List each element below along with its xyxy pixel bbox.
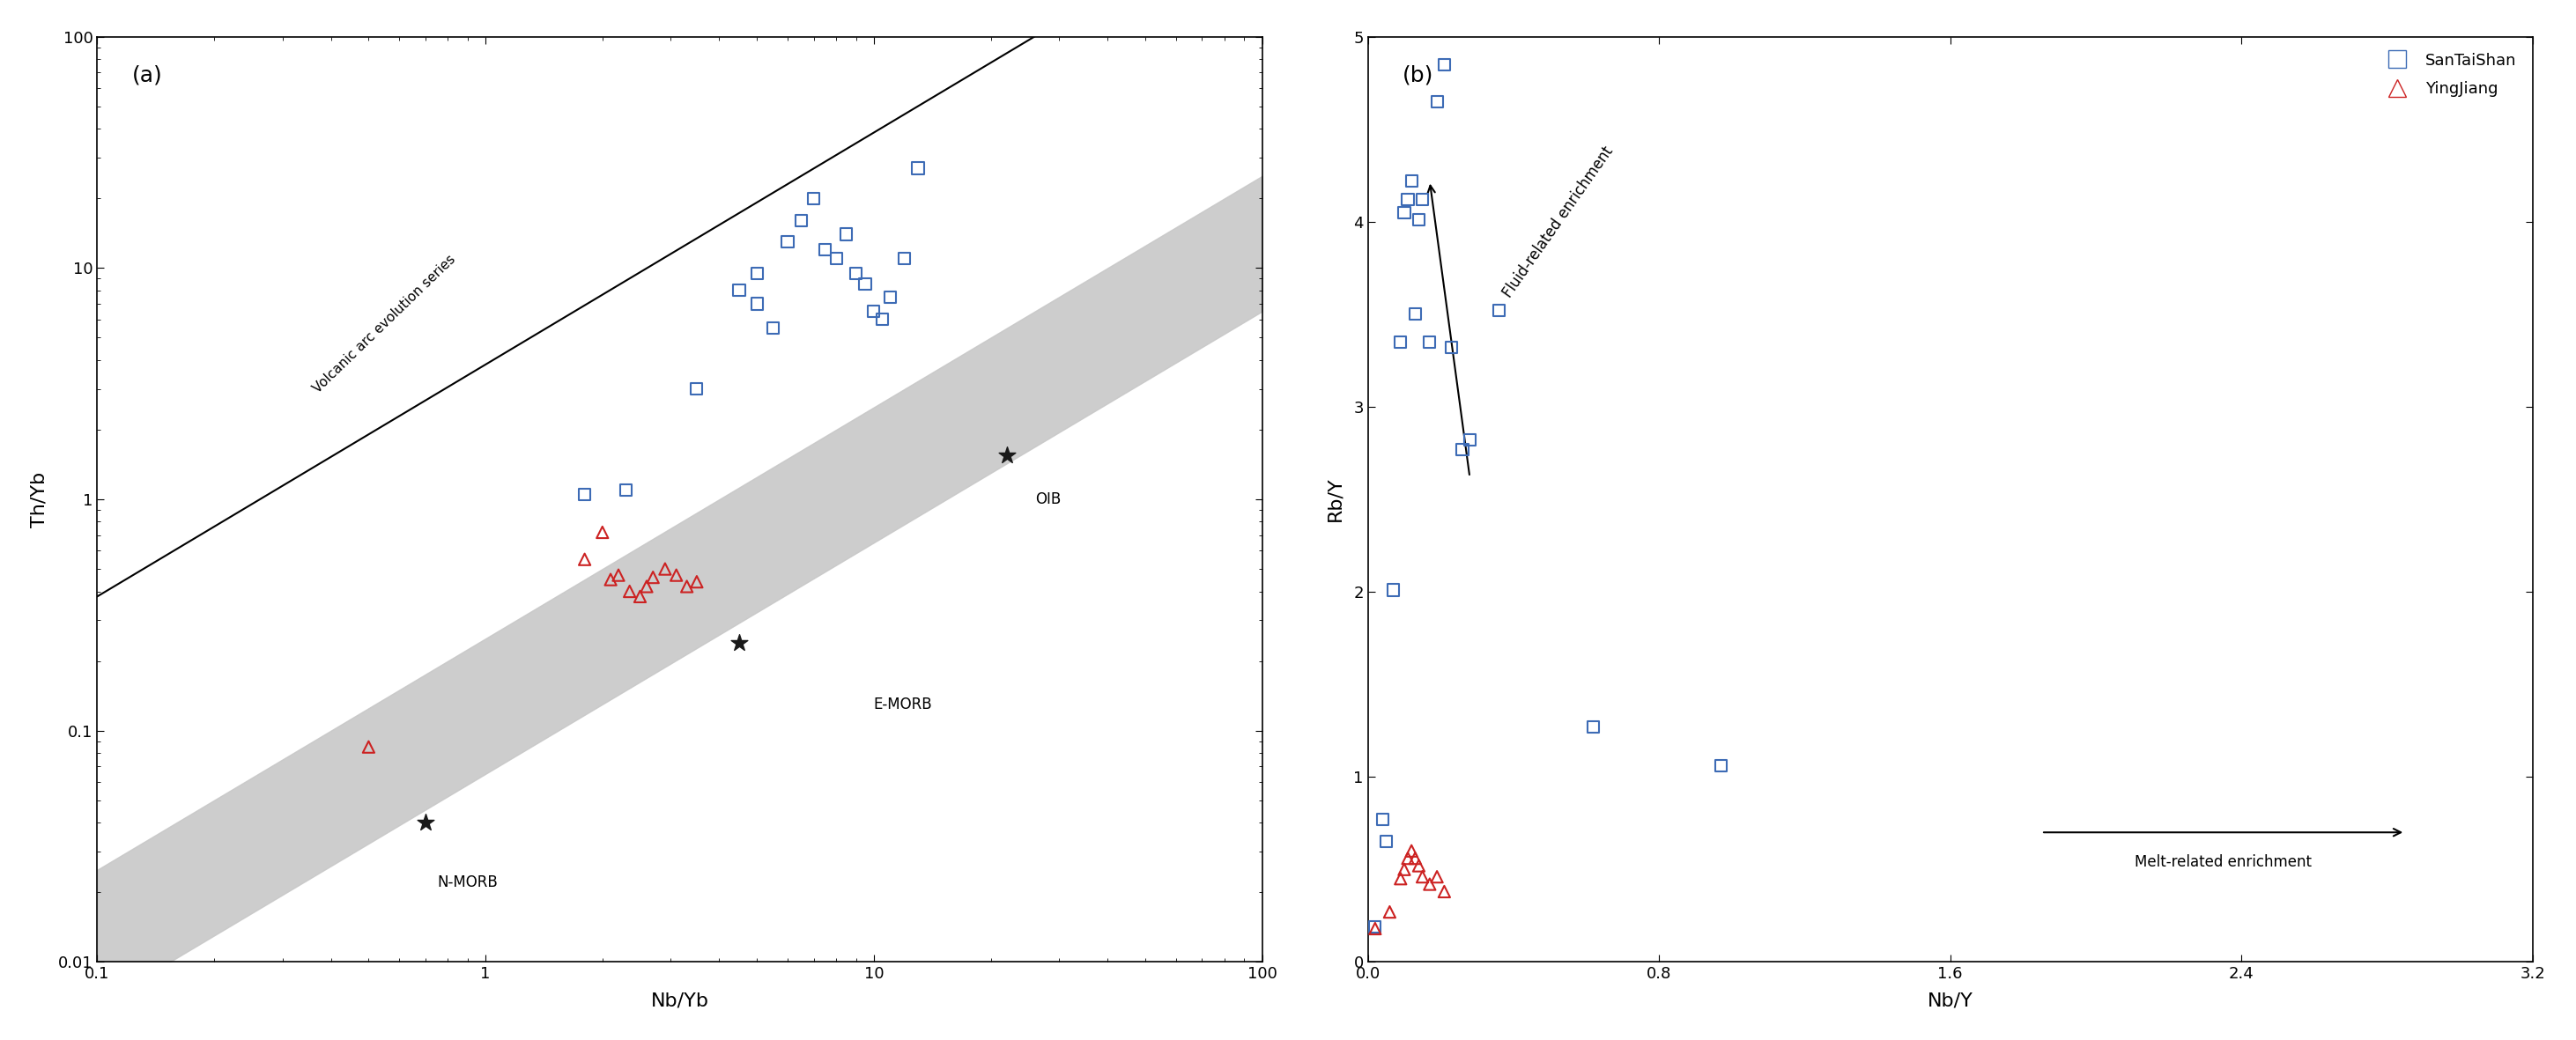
- Point: [827, 226, 868, 242]
- Point: [1450, 432, 1492, 448]
- Text: N-MORB: N-MORB: [438, 875, 497, 890]
- Text: Fluid-related enrichment: Fluid-related enrichment: [1499, 144, 1615, 301]
- Point: [1365, 833, 1406, 850]
- Point: [804, 241, 845, 258]
- Point: [605, 482, 647, 498]
- Point: [1383, 861, 1425, 878]
- Point: [987, 447, 1028, 464]
- Point: [1381, 334, 1422, 350]
- Text: E-MORB: E-MORB: [873, 697, 933, 712]
- Text: Melt-related enrichment: Melt-related enrichment: [2136, 855, 2311, 870]
- Point: [564, 551, 605, 568]
- Point: [1425, 883, 1466, 900]
- Point: [631, 569, 672, 586]
- Point: [884, 251, 925, 267]
- Point: [1355, 920, 1396, 937]
- Point: [1401, 868, 1443, 885]
- Point: [564, 486, 605, 502]
- Point: [1399, 211, 1440, 228]
- Point: [667, 578, 708, 595]
- Point: [1479, 303, 1520, 319]
- Point: [1574, 719, 1615, 735]
- Point: [1363, 811, 1404, 828]
- Point: [1425, 56, 1466, 73]
- Point: [404, 814, 446, 831]
- Point: [817, 251, 858, 267]
- Y-axis label: Rb/Y: Rb/Y: [1327, 477, 1345, 522]
- Point: [719, 634, 760, 651]
- Point: [845, 276, 886, 292]
- Text: (b): (b): [1404, 64, 1435, 85]
- Point: [1394, 306, 1435, 322]
- Point: [853, 303, 894, 319]
- Point: [1700, 757, 1741, 774]
- Point: [1409, 334, 1450, 350]
- Point: [626, 578, 667, 595]
- Point: [752, 319, 793, 336]
- Point: [582, 524, 623, 541]
- Point: [1391, 173, 1432, 189]
- Point: [675, 381, 716, 397]
- Point: [1394, 850, 1435, 866]
- Point: [598, 567, 639, 583]
- Legend: SanTaiShan, YingJiang: SanTaiShan, YingJiang: [2372, 45, 2524, 105]
- Point: [896, 160, 938, 177]
- Text: Volcanic arc evolution series: Volcanic arc evolution series: [312, 253, 459, 396]
- Point: [781, 212, 822, 229]
- Point: [1409, 876, 1450, 892]
- Text: (a): (a): [131, 64, 162, 85]
- Point: [868, 289, 909, 306]
- Point: [1373, 581, 1414, 598]
- Point: [768, 233, 809, 250]
- Point: [1383, 204, 1425, 220]
- Point: [1388, 850, 1430, 866]
- Point: [590, 571, 631, 588]
- Point: [1381, 870, 1422, 887]
- Point: [675, 573, 716, 590]
- X-axis label: Nb/Y: Nb/Y: [1927, 992, 1973, 1010]
- Point: [1399, 857, 1440, 874]
- Point: [1355, 918, 1396, 935]
- Point: [1417, 94, 1458, 110]
- Point: [719, 282, 760, 298]
- Text: OIB: OIB: [1036, 491, 1061, 508]
- Point: [737, 295, 778, 312]
- Y-axis label: Th/Yb: Th/Yb: [31, 471, 49, 527]
- Point: [860, 311, 902, 328]
- Point: [1391, 842, 1432, 859]
- Point: [1417, 868, 1458, 885]
- Point: [1388, 191, 1430, 208]
- Point: [1401, 191, 1443, 208]
- Point: [348, 738, 389, 755]
- Point: [608, 583, 649, 600]
- Point: [1368, 904, 1409, 920]
- Point: [644, 561, 685, 577]
- Point: [793, 190, 835, 207]
- Point: [657, 567, 698, 583]
- Point: [1430, 339, 1471, 356]
- Point: [835, 265, 876, 282]
- X-axis label: Nb/Yb: Nb/Yb: [652, 992, 708, 1010]
- Point: [618, 589, 659, 605]
- Point: [1443, 441, 1484, 458]
- Point: [737, 265, 778, 282]
